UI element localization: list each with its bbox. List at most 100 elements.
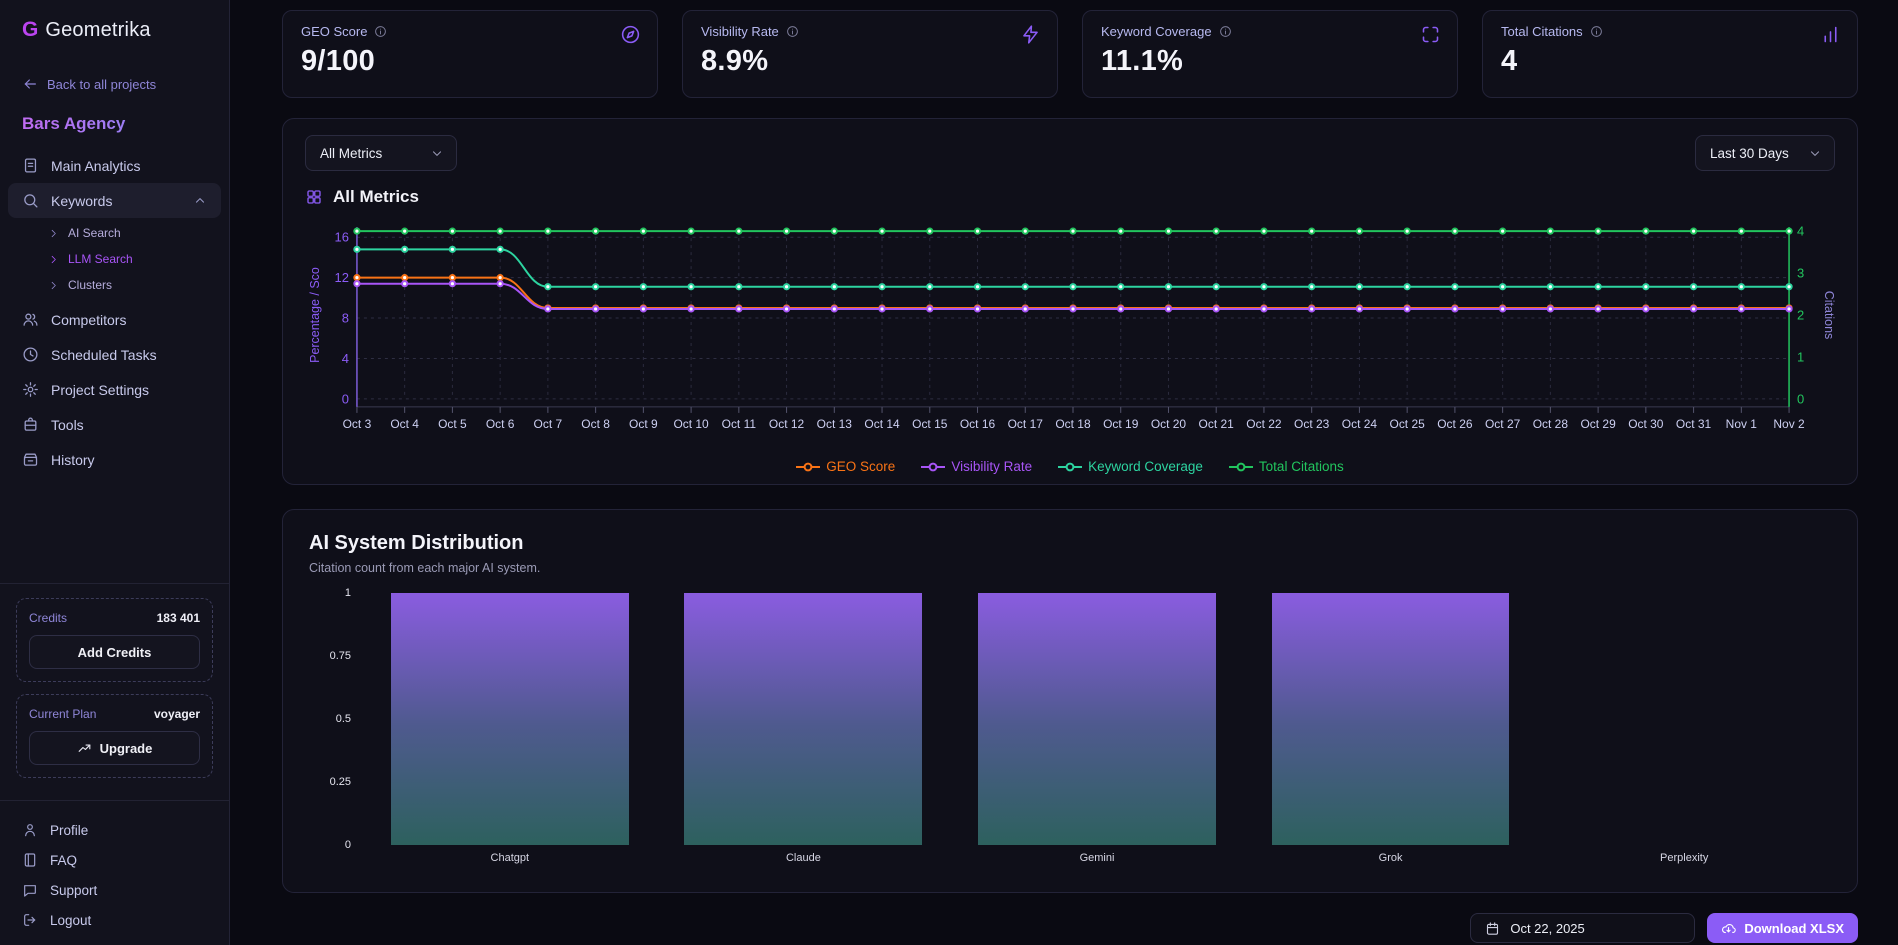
download-xlsx-button[interactable]: Download XLSX xyxy=(1707,913,1858,943)
x-axis-tick: Oct 12 xyxy=(769,417,805,431)
compass-icon xyxy=(620,24,641,45)
sidebar-divider xyxy=(0,800,229,801)
sidebar-item-history[interactable]: History xyxy=(8,442,221,477)
legend-item-geo-score[interactable]: GEO Score xyxy=(796,459,895,474)
app-title: Geometrika xyxy=(45,18,151,41)
sidebar-item-main-analytics[interactable]: Main Analytics xyxy=(8,148,221,183)
nav-label: Project Settings xyxy=(51,381,150,398)
plan-box: Current Plan voyager Upgrade xyxy=(16,694,213,778)
nav-label: LLM Search xyxy=(68,252,133,266)
bar-claude[interactable] xyxy=(684,593,923,845)
date-picker[interactable]: Oct 22, 2025 xyxy=(1470,913,1696,943)
sidebar-item-ai-search[interactable]: AI Search xyxy=(48,220,221,246)
footer-actions: Oct 22, 2025 Download XLSX xyxy=(282,913,1858,943)
sidebar-item-keywords[interactable]: Keywords xyxy=(8,183,221,218)
credits-box: Credits 183 401 Add Credits xyxy=(16,598,213,682)
nav-label: Keywords xyxy=(51,192,113,209)
metric-card-geo-score: GEO Score 9/100 xyxy=(282,10,658,98)
sidebar-item-competitors[interactable]: Competitors xyxy=(8,302,221,337)
chevron-up-icon xyxy=(193,194,207,208)
sidebar-item-support[interactable]: Support xyxy=(8,875,221,905)
x-axis-tick: Oct 11 xyxy=(722,417,757,431)
back-to-projects-link[interactable]: Back to all projects xyxy=(22,76,207,92)
x-axis-tick: Oct 9 xyxy=(629,417,658,431)
toolbox-icon xyxy=(22,416,39,433)
sidebar-item-scheduled-tasks[interactable]: Scheduled Tasks xyxy=(8,337,221,372)
sidebar-item-faq[interactable]: FAQ xyxy=(8,845,221,875)
bar-chatgpt[interactable] xyxy=(390,593,629,845)
x-axis-tick: Oct 25 xyxy=(1390,417,1426,431)
sidebar-item-llm-search[interactable]: LLM Search xyxy=(48,246,221,272)
document-icon xyxy=(22,157,39,174)
credits-label: Credits xyxy=(29,611,68,625)
sidebar-item-profile[interactable]: Profile xyxy=(8,815,221,845)
chevron-right-icon xyxy=(48,280,59,291)
bar-grok[interactable] xyxy=(1271,593,1510,845)
nav-label: Competitors xyxy=(51,311,127,328)
nav-label: Tools xyxy=(51,416,84,433)
nav-label: Profile xyxy=(50,822,89,838)
bar-slot xyxy=(1537,593,1831,845)
x-axis-tick: Oct 29 xyxy=(1580,417,1616,431)
metric-label: Visibility Rate xyxy=(701,24,779,39)
calendar-icon xyxy=(1485,921,1500,936)
download-icon xyxy=(1721,921,1737,936)
date-range-value: Last 30 Days xyxy=(1710,145,1789,161)
chevron-down-icon xyxy=(1808,146,1822,160)
sidebar-item-tools[interactable]: Tools xyxy=(8,407,221,442)
sidebar-nav: Main Analytics Keywords AI Search LLM Se… xyxy=(0,148,229,477)
metric-value: 11.1% xyxy=(1101,45,1184,77)
x-axis-tick: Oct 6 xyxy=(486,417,515,431)
arrow-left-icon xyxy=(22,76,38,92)
legend-marker xyxy=(921,462,946,471)
legend-item-keyword-coverage[interactable]: Keyword Coverage xyxy=(1058,459,1203,474)
back-link-label: Back to all projects xyxy=(47,76,157,92)
metric-value: 8.9% xyxy=(701,45,769,77)
bar-y-tick: 0.75 xyxy=(329,650,351,662)
upgrade-button[interactable]: Upgrade xyxy=(29,731,200,765)
x-axis-tick: Oct 18 xyxy=(1055,417,1091,431)
nav-label: Logout xyxy=(50,912,92,928)
date-range-dropdown[interactable]: Last 30 Days xyxy=(1695,135,1835,171)
scan-icon xyxy=(1420,24,1441,45)
bar-category-label: Gemini xyxy=(1079,852,1115,864)
x-axis-tick: Oct 15 xyxy=(912,417,948,431)
sidebar-item-logout[interactable]: Logout xyxy=(8,905,221,935)
bar-category-label: Perplexity xyxy=(1660,852,1709,864)
date-picker-value: Oct 22, 2025 xyxy=(1510,920,1585,936)
bar-slot xyxy=(363,593,657,845)
info-icon[interactable] xyxy=(786,25,799,38)
info-icon[interactable] xyxy=(1590,25,1603,38)
info-icon[interactable] xyxy=(1219,25,1232,38)
legend-item-visibility-rate[interactable]: Visibility Rate xyxy=(921,459,1032,474)
right-axis-tick: 3 xyxy=(1797,266,1804,281)
logo-icon: G xyxy=(22,18,39,41)
add-credits-button[interactable]: Add Credits xyxy=(29,635,200,669)
x-axis-tick: Oct 10 xyxy=(673,417,709,431)
plan-label: Current Plan xyxy=(29,707,97,721)
x-axis-tick: Oct 13 xyxy=(817,417,853,431)
legend-item-total-citations[interactable]: Total Citations xyxy=(1228,459,1344,474)
bar-gemini[interactable] xyxy=(978,593,1216,845)
x-axis-tick: Oct 27 xyxy=(1485,417,1521,431)
bar-y-axis: 0 0.25 0.5 0.75 1 xyxy=(309,587,363,851)
user-icon xyxy=(22,822,38,838)
nav-label: Support xyxy=(50,882,98,898)
left-axis-tick: 0 xyxy=(342,391,349,406)
metrics-filter-dropdown[interactable]: All Metrics xyxy=(305,135,457,171)
nav-label: Clusters xyxy=(68,278,113,292)
bar-chart-icon xyxy=(1820,24,1841,45)
main-content: GEO Score 9/100 Visibility Rate 8.9% Key… xyxy=(230,0,1898,945)
sidebar-item-project-settings[interactable]: Project Settings xyxy=(8,372,221,407)
sidebar-item-clusters[interactable]: Clusters xyxy=(48,272,221,298)
info-icon[interactable] xyxy=(374,25,387,38)
legend-label: Keyword Coverage xyxy=(1088,459,1203,474)
sidebar: G Geometrika Back to all projects Bars A… xyxy=(0,0,230,945)
bar-x-axis: Chatgpt Claude Gemini Grok Perplexity xyxy=(363,852,1831,864)
metric-value: 9/100 xyxy=(301,45,376,77)
x-axis-tick: Oct 3 xyxy=(343,417,372,431)
x-axis-tick: Nov 1 xyxy=(1726,417,1758,431)
left-axis-label: Percentage / Sco xyxy=(308,267,322,363)
bar-category-label: Chatgpt xyxy=(490,852,530,864)
right-axis-tick: 1 xyxy=(1797,349,1804,364)
